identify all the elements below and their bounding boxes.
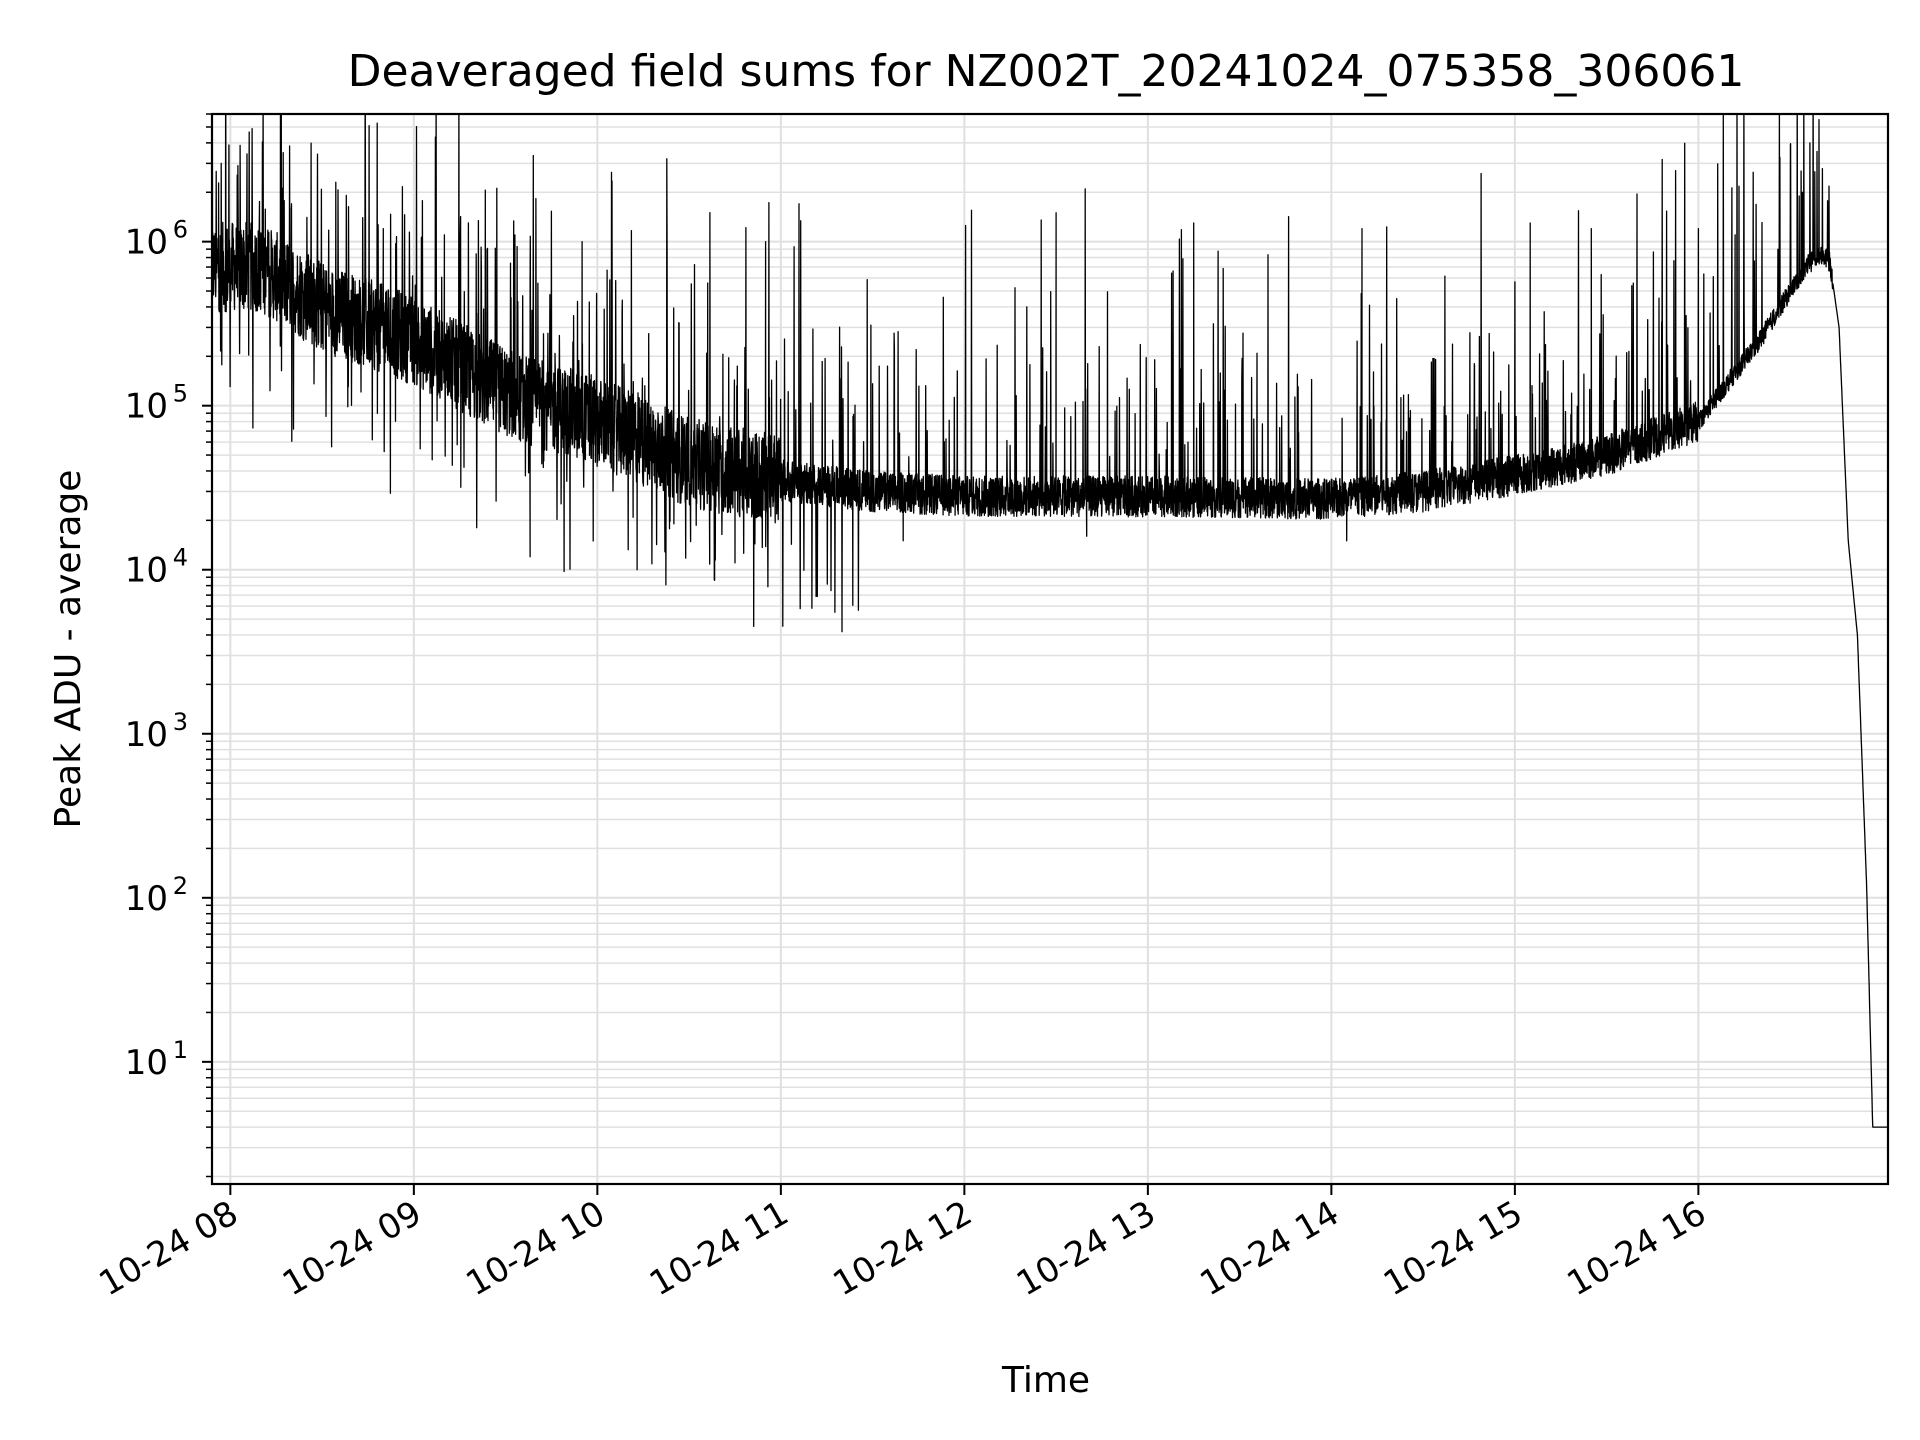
y-tick-label: 10 [125,715,168,755]
y-tick-exponent: 4 [173,544,188,572]
plot-frame [210,112,1890,1186]
y-tick-label: 10 [125,223,168,263]
y-tick-exponent: 1 [173,1036,188,1064]
y-tick-label: 10 [125,551,168,591]
y-tick-label: 10 [125,879,168,919]
chart-title: Deaveraged field sums for NZ002T_2024102… [348,46,1745,97]
y-tick-label: 10 [125,1043,168,1083]
y-tick-exponent: 3 [173,708,188,736]
y-tick-exponent: 6 [173,216,188,244]
series-line [212,114,1888,1128]
y-axis-label: Peak ADU - average [48,470,89,829]
y-tick-exponent: 2 [173,872,188,900]
x-axis-label: Time [1001,1360,1090,1401]
y-tick-label: 10 [125,387,168,427]
y-tick-exponent: 5 [173,380,188,408]
